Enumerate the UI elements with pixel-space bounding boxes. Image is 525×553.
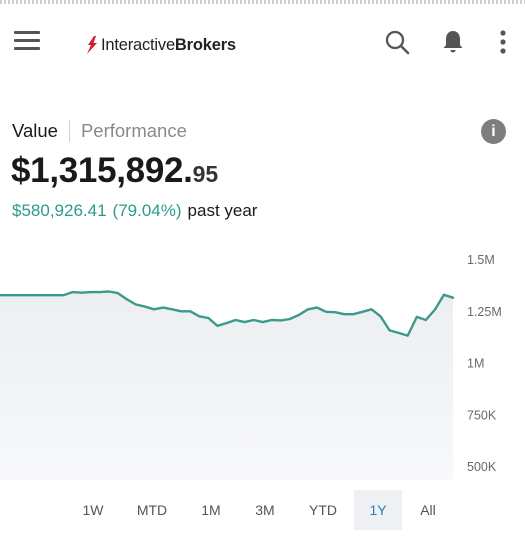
info-icon[interactable]: i bbox=[481, 119, 506, 144]
y-tick-label: 1.25M bbox=[467, 305, 502, 319]
range-button-1m[interactable]: 1M bbox=[201, 502, 221, 518]
range-button-1w[interactable]: 1W bbox=[82, 502, 104, 518]
tab-divider bbox=[68, 120, 70, 142]
range-button-mtd[interactable]: MTD bbox=[136, 502, 168, 518]
y-tick-label: 1M bbox=[467, 357, 484, 371]
view-tabs: Value Performance bbox=[12, 118, 187, 144]
range-button-3m[interactable]: 3M bbox=[255, 502, 275, 518]
portfolio-value-integer: $1,315,892. bbox=[11, 151, 193, 190]
logo-text: InteractiveBrokers bbox=[101, 35, 236, 54]
y-tick-label: 1.5M bbox=[467, 253, 495, 267]
chart-series-line bbox=[0, 290, 455, 337]
logo-flame-icon bbox=[87, 36, 97, 54]
change-percent: (79.04%) bbox=[112, 201, 182, 220]
search-icon[interactable] bbox=[381, 26, 413, 58]
tab-value[interactable]: Value bbox=[12, 120, 58, 141]
top-border bbox=[0, 0, 525, 4]
more-vertical-icon[interactable] bbox=[487, 26, 519, 58]
chart-area-fill bbox=[0, 291, 453, 480]
change-amount: $580,926.41 bbox=[12, 201, 107, 220]
tab-performance[interactable]: Performance bbox=[80, 120, 187, 141]
range-button-1y[interactable]: 1Y bbox=[354, 490, 402, 530]
app-logo: InteractiveBrokers bbox=[85, 33, 236, 57]
change-period: past year bbox=[187, 201, 258, 220]
bell-icon[interactable] bbox=[437, 26, 469, 58]
portfolio-value: $1,315,892. 95 bbox=[11, 151, 218, 191]
y-tick-label: 750K bbox=[467, 408, 497, 422]
range-button-ytd[interactable]: YTD bbox=[309, 502, 337, 518]
portfolio-value-chart[interactable]: 1.5M 1.25M 1M 750K 500K bbox=[0, 240, 525, 480]
portfolio-value-decimal: 95 bbox=[192, 161, 219, 187]
y-tick-label: 500K bbox=[467, 460, 497, 474]
time-range-selector: 1W MTD 1M 3M YTD 1Y All bbox=[0, 490, 525, 530]
range-button-all[interactable]: All bbox=[420, 502, 436, 518]
app-header: InteractiveBrokers bbox=[0, 4, 525, 78]
hamburger-menu-icon[interactable] bbox=[14, 31, 40, 51]
portfolio-change: $580,926.41 (79.04%) past year bbox=[12, 201, 257, 221]
